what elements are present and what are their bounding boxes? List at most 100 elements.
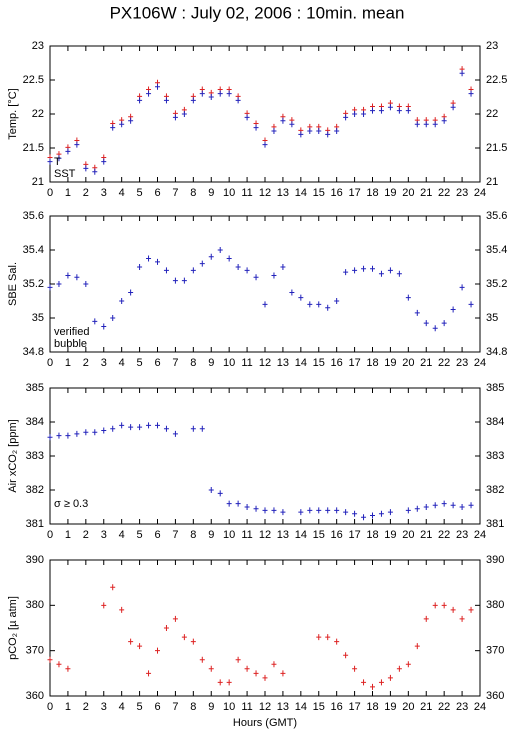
x-tick-label: 22 (438, 357, 450, 369)
x-tick-label: 21 (420, 357, 432, 369)
data-point (172, 430, 178, 437)
y-tick-label-right: 34.8 (486, 346, 507, 358)
x-tick-label: 0 (47, 187, 53, 199)
data-point (253, 274, 259, 281)
data-point (289, 289, 295, 296)
x-tick-label: 2 (83, 357, 89, 369)
data-point (181, 111, 187, 117)
data-point (280, 264, 286, 270)
y-tick-label-right: 35.2 (486, 278, 507, 290)
data-point (128, 289, 134, 296)
x-tick-label: 4 (119, 701, 125, 713)
data-point (361, 265, 367, 272)
data-point (289, 121, 295, 128)
data-point (423, 320, 429, 327)
legend-label: verified (54, 326, 89, 338)
x-tick-label: 16 (331, 701, 343, 713)
x-tick-label: 6 (154, 357, 160, 369)
data-point (74, 141, 80, 148)
data-point (441, 320, 447, 327)
x-tick-label: 4 (119, 529, 125, 541)
data-point (172, 277, 178, 284)
data-point (172, 615, 178, 622)
y-tick-label: 381 (26, 518, 44, 530)
x-tick-label: 3 (101, 187, 107, 199)
y-axis-label: Air xCO₂ [ppm] (7, 419, 19, 492)
x-tick-label: 12 (259, 529, 271, 541)
data-point (468, 301, 474, 308)
data-point (163, 267, 169, 274)
data-point (432, 602, 438, 609)
y-tick-label: 22.5 (23, 74, 44, 86)
data-point (414, 505, 420, 512)
x-tick-label: 11 (241, 529, 252, 541)
data-point (370, 265, 375, 272)
y-tick-label-right: 380 (486, 599, 504, 611)
data-point (459, 70, 465, 77)
x-tick-label: 16 (331, 529, 343, 541)
x-tick-label: 13 (277, 357, 289, 369)
x-tick-label: 2 (83, 701, 89, 713)
data-point (316, 634, 322, 641)
data-point (137, 264, 143, 270)
x-axis-label: Hours (GMT) (233, 717, 297, 729)
x-tick-label: 10 (223, 357, 235, 369)
y-tick-label-right: 22.5 (486, 74, 507, 86)
data-point (280, 509, 286, 516)
data-point (101, 158, 107, 165)
y-tick-label: 21.5 (23, 142, 44, 154)
data-point (396, 270, 402, 277)
x-tick-label: 12 (259, 357, 271, 369)
data-point (47, 158, 53, 165)
data-point (146, 255, 152, 262)
data-point (217, 490, 223, 497)
data-point (352, 111, 358, 117)
data-point (405, 507, 411, 514)
x-tick-label: 12 (259, 701, 271, 713)
data-point (226, 500, 232, 507)
data-point (208, 253, 214, 260)
data-point (414, 309, 420, 316)
data-point (316, 507, 322, 514)
x-tick-label: 2 (83, 529, 89, 541)
data-point (119, 298, 125, 304)
x-tick-label: 10 (223, 529, 235, 541)
data-point (163, 625, 169, 631)
x-tick-label: 3 (101, 529, 107, 541)
data-point (47, 656, 53, 663)
data-point (74, 430, 80, 437)
data-point (271, 661, 277, 668)
data-point (172, 114, 178, 121)
y-tick-label: 383 (26, 450, 44, 462)
data-point (334, 128, 340, 134)
data-point (119, 121, 125, 128)
data-point (155, 647, 160, 654)
x-tick-label: 12 (259, 187, 271, 199)
x-tick-label: 24 (474, 187, 486, 199)
x-tick-label: 11 (241, 187, 252, 199)
data-point (343, 114, 349, 121)
data-point (387, 104, 393, 111)
data-point (56, 281, 62, 287)
data-point (352, 510, 358, 517)
x-tick-label: 22 (438, 529, 450, 541)
data-point (110, 124, 116, 131)
x-tick-label: 1 (65, 701, 71, 713)
x-tick-label: 4 (119, 357, 125, 369)
x-tick-label: 9 (208, 357, 214, 369)
data-point (190, 638, 196, 645)
x-tick-label: 16 (331, 187, 343, 199)
y-tick-label: 21 (32, 176, 44, 188)
x-tick-label: 17 (348, 529, 360, 541)
y-tick-label-right: 384 (486, 416, 504, 428)
data-point (450, 306, 456, 313)
data-point (190, 267, 196, 274)
data-point (396, 665, 402, 672)
data-point (244, 504, 250, 510)
y-tick-label-right: 35.4 (486, 244, 507, 256)
x-tick-label: 19 (384, 529, 396, 541)
x-tick-label: 24 (474, 529, 486, 541)
data-point (459, 504, 465, 510)
data-point (146, 670, 152, 677)
legend-label: bubble (54, 338, 87, 350)
